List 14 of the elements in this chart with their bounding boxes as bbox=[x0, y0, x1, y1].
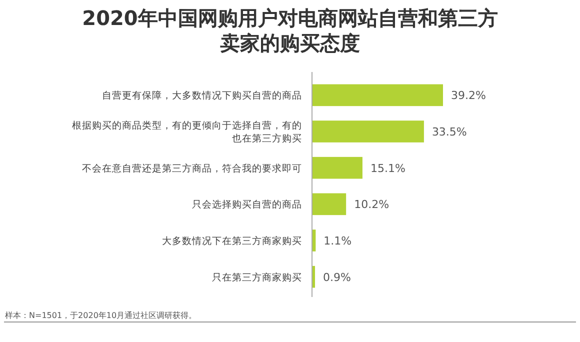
data-label: 1.1% bbox=[324, 234, 352, 248]
title: 2020年中国网购用户对电商网站自营和第三方卖家的购买态度 bbox=[81, 6, 499, 56]
y-tick-label: 根据购买的商品类型，有的更倾向于选择自营，有的也在第三方购买 bbox=[72, 120, 302, 144]
data-label: 15.1% bbox=[370, 162, 406, 175]
y-tick-label: 不会在意自营还是第三方商品，符合我的要求即可 bbox=[82, 162, 302, 174]
text: 样本：N=1501，于2020年10月通过社区调研获得。 bbox=[5, 311, 197, 320]
data-label: 10.2% bbox=[354, 198, 390, 212]
y-tick-label: 自营更有保障，大多数情况下购买自营的商品 bbox=[102, 90, 302, 102]
data-label: 0.9% bbox=[323, 270, 351, 284]
y-tick-label: 只在第三方商家购买 bbox=[212, 271, 302, 284]
data-label: 39.2% bbox=[451, 89, 486, 102]
y-tick-label: 大多数情况下在第三方商家购买 bbox=[162, 235, 302, 247]
y-tick-label: 只会选择购买自营的商品 bbox=[192, 198, 302, 211]
data-label: 33.5% bbox=[432, 126, 467, 138]
